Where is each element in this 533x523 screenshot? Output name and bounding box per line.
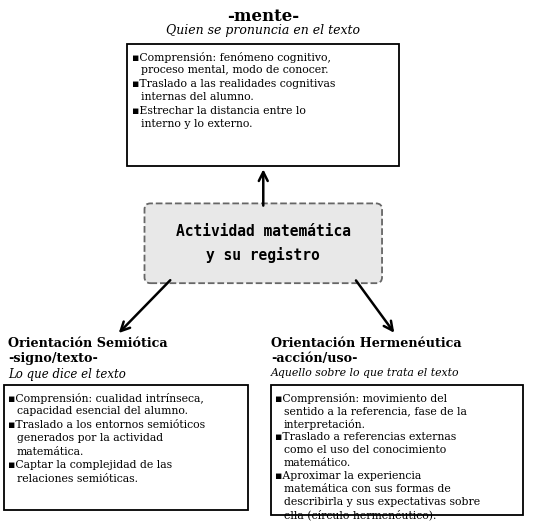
Text: sentido a la referencia, fase de la: sentido a la referencia, fase de la xyxy=(284,406,467,416)
Text: ▪Estrechar la distancia entre lo: ▪Estrechar la distancia entre lo xyxy=(132,106,305,116)
Text: relaciones semióticas.: relaciones semióticas. xyxy=(17,474,138,484)
Text: Aquello sobre lo que trata el texto: Aquello sobre lo que trata el texto xyxy=(271,368,459,378)
Text: ▪Aproximar la experiencia: ▪Aproximar la experiencia xyxy=(275,471,422,481)
Text: Quien se pronuncia en el texto: Quien se pronuncia en el texto xyxy=(166,24,360,37)
FancyBboxPatch shape xyxy=(4,385,248,509)
Text: ▪Captar la complejidad de las: ▪Captar la complejidad de las xyxy=(8,460,172,470)
Text: proceso mental, modo de conocer.: proceso mental, modo de conocer. xyxy=(141,65,328,75)
Text: ella (círculo hermenéutico).: ella (círculo hermenéutico). xyxy=(284,509,437,520)
Text: describirla y sus expectativas sobre: describirla y sus expectativas sobre xyxy=(284,496,480,507)
Text: ▪Comprensión: cualidad intrínseca,: ▪Comprensión: cualidad intrínseca, xyxy=(8,393,204,404)
Text: interno y lo externo.: interno y lo externo. xyxy=(141,119,252,129)
Text: matemática.: matemática. xyxy=(17,447,84,457)
Text: interpretación.: interpretación. xyxy=(284,419,366,430)
Text: ▪Traslado a los entornos semióticos: ▪Traslado a los entornos semióticos xyxy=(8,420,205,430)
Text: Lo que dice el texto: Lo que dice el texto xyxy=(8,368,126,381)
Text: Actividad matemática
y su registro: Actividad matemática y su registro xyxy=(176,224,351,263)
Text: capacidad esencial del alumno.: capacidad esencial del alumno. xyxy=(17,406,188,416)
Text: generados por la actividad: generados por la actividad xyxy=(17,433,163,444)
Text: Orientación Semiótica: Orientación Semiótica xyxy=(8,337,167,350)
Text: -mente-: -mente- xyxy=(227,8,300,25)
Text: -acción/uso-: -acción/uso- xyxy=(271,352,358,365)
Text: ▪Comprensión: movimiento del: ▪Comprensión: movimiento del xyxy=(275,393,447,404)
Text: matemática con sus formas de: matemática con sus formas de xyxy=(284,484,451,494)
Text: ▪Traslado a referencias externas: ▪Traslado a referencias externas xyxy=(275,432,456,442)
Text: ▪Comprensión: fenómeno cognitivo,: ▪Comprensión: fenómeno cognitivo, xyxy=(132,52,330,63)
Text: internas del alumno.: internas del alumno. xyxy=(141,92,253,102)
Text: como el uso del conocimiento: como el uso del conocimiento xyxy=(284,445,446,454)
Text: matemático.: matemático. xyxy=(284,458,351,468)
Text: Orientación Hermenéutica: Orientación Hermenéutica xyxy=(271,337,462,350)
Text: ▪Traslado a las realidades cognitivas: ▪Traslado a las realidades cognitivas xyxy=(132,79,335,89)
Text: -signo/texto-: -signo/texto- xyxy=(8,352,98,365)
FancyBboxPatch shape xyxy=(144,203,382,283)
FancyBboxPatch shape xyxy=(127,44,399,165)
FancyBboxPatch shape xyxy=(271,385,522,515)
